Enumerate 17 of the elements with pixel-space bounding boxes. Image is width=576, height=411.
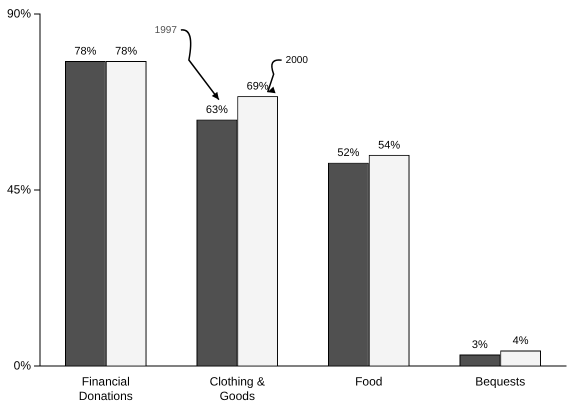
- x-tick-label: Food: [355, 374, 382, 389]
- data-label: 54%: [378, 139, 400, 152]
- data-label: 78%: [115, 45, 138, 58]
- data-label: 63%: [206, 104, 228, 116]
- data-label: 3%: [472, 338, 488, 351]
- text: 2000: [286, 54, 308, 66]
- data-label: 78%: [74, 45, 97, 58]
- data-label: 69%: [246, 80, 269, 93]
- y-tick-label: 90%: [6, 6, 32, 20]
- x-tick-label: Clothing & Goods: [210, 374, 265, 404]
- data-label: 52%: [337, 147, 360, 160]
- data-label: 4%: [512, 335, 529, 348]
- y-tick-label: 0%: [14, 358, 32, 373]
- text: 1997: [154, 24, 178, 36]
- x-tick-label: Bequests: [475, 374, 526, 389]
- y-tick-label: 45%: [6, 182, 32, 196]
- x-tick-label: Financial Donations: [78, 374, 133, 404]
